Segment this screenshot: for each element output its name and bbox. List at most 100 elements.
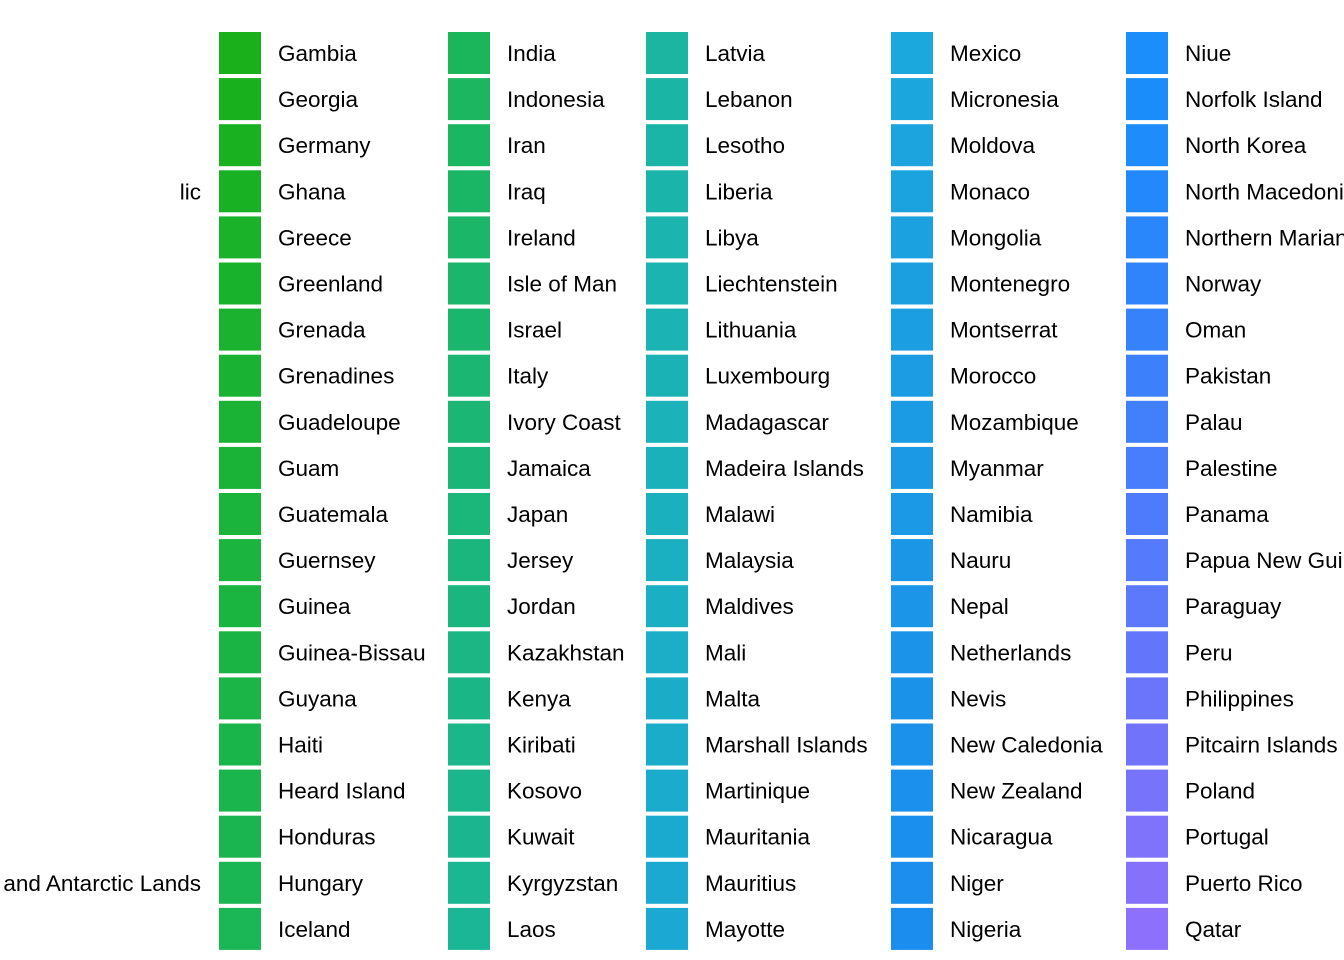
- legend-label: Myanmar: [950, 456, 1044, 481]
- legend-swatch: [1126, 124, 1168, 167]
- legend-label: Maldives: [705, 594, 794, 619]
- legend-swatch: [219, 585, 261, 628]
- legend-swatch: [646, 32, 688, 74]
- legend-swatch: [1126, 446, 1168, 489]
- legend-swatch: [1126, 170, 1168, 213]
- legend-swatch: [1126, 907, 1168, 950]
- legend-label: Norway: [1185, 272, 1262, 297]
- legend-label: Kazakhstan: [507, 640, 625, 665]
- legend-swatch: [219, 308, 261, 351]
- legend-label: Lithuania: [705, 318, 797, 343]
- legend-label: Lesotho: [705, 133, 785, 158]
- legend-label: Iran: [507, 133, 546, 158]
- legend-label: Kenya: [507, 686, 571, 711]
- legend-swatch: [448, 631, 490, 674]
- legend-label: Guernsey: [278, 548, 376, 573]
- legend-label: Moldova: [950, 133, 1036, 158]
- legend-swatch: [646, 124, 688, 167]
- legend-swatch: [646, 861, 688, 904]
- legend-label: Mali: [705, 640, 746, 665]
- legend-label: Guadeloupe: [278, 410, 401, 435]
- legend-label: Niue: [1185, 41, 1231, 66]
- legend-swatch: [448, 539, 490, 582]
- legend-swatch: [219, 216, 261, 259]
- legend-label: Kuwait: [507, 825, 575, 850]
- legend-label: Liberia: [705, 179, 773, 204]
- legend-label: Marshall Islands: [705, 733, 868, 758]
- legend-swatch: [1126, 539, 1168, 582]
- legend-swatch: [1126, 861, 1168, 904]
- legend-swatch: [646, 354, 688, 397]
- legend-label: Isle of Man: [507, 272, 617, 297]
- legend-swatch: [1126, 354, 1168, 397]
- legend-label: Norfolk Island: [1185, 87, 1323, 112]
- legend-swatch: [219, 78, 261, 121]
- legend-swatch: [1126, 585, 1168, 628]
- legend-label: Germany: [278, 133, 371, 158]
- legend-swatch: [448, 216, 490, 259]
- legend-swatch: [646, 815, 688, 858]
- legend-swatch: [219, 723, 261, 766]
- legend-swatch: [646, 769, 688, 812]
- legend-label: Haiti: [278, 733, 323, 758]
- legend-swatch: [1126, 631, 1168, 674]
- legend-swatch: [219, 631, 261, 674]
- legend-swatch: [646, 216, 688, 259]
- legend-label: New Caledonia: [950, 733, 1103, 758]
- legend-swatch: [646, 539, 688, 582]
- legend-label: Panama: [1185, 502, 1269, 527]
- legend-swatch: [448, 170, 490, 213]
- legend-label: Jersey: [507, 548, 574, 573]
- legend-swatch: [1126, 400, 1168, 443]
- legend-label: Israel: [507, 318, 562, 343]
- legend-swatch: [891, 400, 933, 443]
- legend-swatch: [646, 493, 688, 535]
- legend-label: Gambia: [278, 41, 357, 66]
- legend-swatch: [891, 354, 933, 397]
- legend-label: Oman: [1185, 318, 1246, 343]
- legend-swatch: [1126, 723, 1168, 766]
- legend-label: Nevis: [950, 686, 1006, 711]
- legend-entries: Gambia Georgia Germany Ghana Greece Greenland…: [3, 32, 1344, 950]
- legend-label: Kyrgyzstan: [507, 871, 618, 896]
- legend-swatch: [1126, 216, 1168, 259]
- legend-swatch: [1126, 493, 1168, 535]
- legend-label: Nauru: [950, 548, 1011, 573]
- legend-swatch: [219, 262, 261, 305]
- legend-swatch: [448, 815, 490, 858]
- legend-label: Guatemala: [278, 502, 389, 527]
- legend-swatch: [646, 78, 688, 121]
- legend-swatch: [219, 677, 261, 720]
- legend-label: Heard Island: [278, 779, 406, 804]
- legend-label: India: [507, 41, 556, 66]
- legend-label: Georgia: [278, 87, 359, 112]
- legend-label: Lebanon: [705, 87, 793, 112]
- legend-swatch: [1126, 815, 1168, 858]
- legend-label: Honduras: [278, 825, 376, 850]
- legend-swatch: [891, 446, 933, 489]
- legend-label: Mauritania: [705, 825, 811, 850]
- legend-label: Greenland: [278, 272, 383, 297]
- legend-swatch: [646, 585, 688, 628]
- legend-swatch: [448, 907, 490, 950]
- legend-swatch: [219, 124, 261, 167]
- legend-swatch: [646, 723, 688, 766]
- legend-label: Hungary: [278, 871, 364, 896]
- legend-label: Niger: [950, 871, 1004, 896]
- legend-label: Guam: [278, 456, 339, 481]
- legend-label: Italy: [507, 364, 549, 389]
- legend-swatch: [448, 723, 490, 766]
- legend-swatch: [448, 493, 490, 535]
- legend-label: Luxembourg: [705, 364, 830, 389]
- legend-label: Mexico: [950, 41, 1021, 66]
- legend-swatch: [219, 493, 261, 535]
- legend-swatch: [646, 400, 688, 443]
- legend-swatch: [1126, 78, 1168, 121]
- legend-label: Pitcairn Islands: [1185, 733, 1338, 758]
- legend-label: Libya: [705, 225, 759, 250]
- legend-label: Papua New Guinea: [1185, 548, 1344, 573]
- legend-label: Jamaica: [507, 456, 591, 481]
- legend-swatch: [448, 124, 490, 167]
- legend-label: Latvia: [705, 41, 766, 66]
